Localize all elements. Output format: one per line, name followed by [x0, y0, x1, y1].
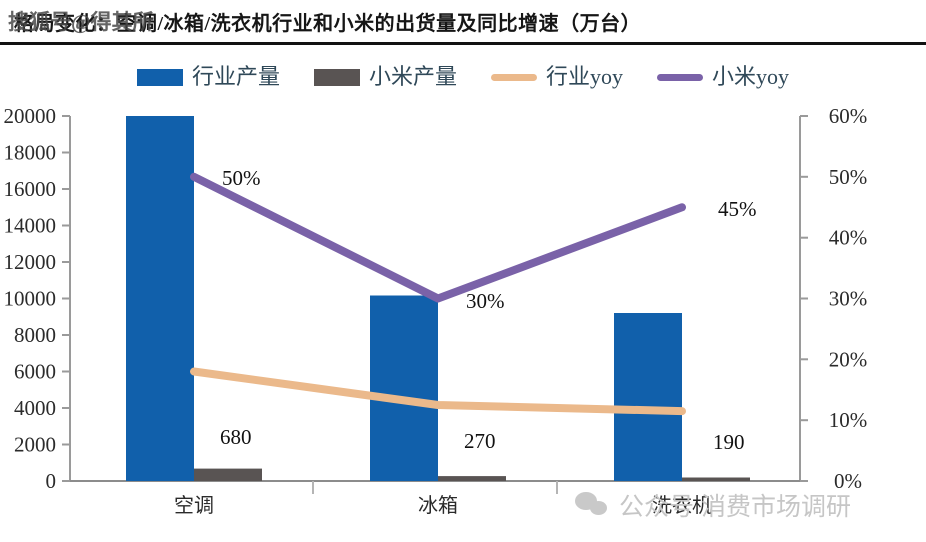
title-divider — [0, 42, 926, 45]
category-separators — [312, 481, 558, 494]
category-label: 洗衣机 — [652, 494, 712, 517]
legend-item-industry-output[interactable]: 行业产量 — [136, 64, 280, 89]
data-label-xiaomi-output: 270 — [464, 429, 496, 453]
left-tick-label: 2000 — [14, 433, 56, 457]
left-axis-ticks — [62, 115, 70, 482]
right-axis-ticks — [800, 115, 808, 482]
right-axis-labels: 60% 50% 40% 30% 20% 10% 0% — [829, 104, 868, 493]
bar-industry-冰箱[interactable] — [370, 295, 438, 482]
title-band: 格局变化：空调/冰箱/洗衣机行业和小米的出货量及同比增速（万台） 搜狐号@得其所 — [0, 0, 926, 45]
series-industry-yoy-line[interactable] — [190, 367, 686, 416]
legend-swatch-line-icon — [491, 73, 537, 81]
bar-xiaomi-冰箱[interactable] — [438, 476, 506, 481]
right-tick-label: 30% — [829, 287, 868, 311]
bar-industry-空调[interactable] — [126, 116, 194, 481]
left-tick-label: 0 — [46, 469, 57, 493]
right-tick-label: 0% — [834, 469, 862, 493]
legend-label: 行业yoy — [546, 64, 624, 89]
series-xiaomi-output-bars — [194, 468, 750, 482]
left-tick-label: 8000 — [14, 323, 56, 347]
right-tick-label: 50% — [829, 165, 868, 189]
category-label: 空调 — [174, 494, 214, 517]
xiaomi-yoy-data-labels: 50% 30% 45% — [222, 166, 757, 313]
right-tick-label: 40% — [829, 226, 868, 250]
legend-item-xiaomi-output[interactable]: 小米产量 — [313, 64, 457, 89]
category-label: 冰箱 — [418, 494, 458, 517]
left-tick-label: 16000 — [4, 177, 57, 201]
legend-item-xiaomi-yoy[interactable]: 小米yoy — [657, 66, 789, 88]
data-label-xiaomi-yoy: 50% — [222, 166, 261, 190]
series-industry-output-bars — [126, 116, 682, 481]
data-label-xiaomi-output: 190 — [713, 430, 745, 454]
left-tick-label: 10000 — [4, 287, 57, 311]
left-tick-label: 4000 — [14, 396, 56, 420]
plot-area: 20000 18000 16000 14000 12000 10000 8000… — [0, 96, 926, 542]
xiaomi-output-data-labels: 680 270 190 — [220, 425, 745, 454]
data-label-xiaomi-yoy: 30% — [466, 289, 505, 313]
data-label-xiaomi-output: 680 — [220, 425, 252, 449]
legend-label: 行业产量 — [191, 64, 280, 89]
bar-industry-洗衣机[interactable] — [614, 313, 682, 481]
page-title: 格局变化：空调/冰箱/洗衣机行业和小米的出货量及同比增速（万台） — [14, 13, 642, 35]
series-xiaomi-yoy-line[interactable] — [190, 172, 686, 303]
left-tick-label: 12000 — [4, 250, 57, 274]
bar-xiaomi-空调[interactable] — [194, 468, 262, 481]
left-axis-labels: 20000 18000 16000 14000 12000 10000 8000… — [4, 104, 57, 493]
data-label-xiaomi-yoy: 45% — [718, 197, 757, 221]
legend-label: 小米产量 — [368, 64, 457, 89]
legend-swatch-bar-icon — [313, 68, 360, 86]
right-tick-label: 20% — [829, 347, 868, 371]
legend-swatch-line-icon — [657, 73, 704, 81]
left-tick-label: 6000 — [14, 360, 56, 384]
chart-canvas: 20000 18000 16000 14000 12000 10000 8000… — [4, 104, 868, 517]
legend-label: 小米yoy — [712, 64, 790, 89]
left-tick-label: 20000 — [4, 104, 57, 128]
x-axis-category-labels: 空调 冰箱 洗衣机 — [174, 494, 712, 517]
right-tick-label: 10% — [829, 408, 868, 432]
right-tick-label: 60% — [829, 104, 868, 128]
left-tick-label: 14000 — [4, 214, 57, 238]
legend-item-industry-yoy[interactable]: 行业yoy — [491, 66, 623, 88]
legend-swatch-bar-icon — [136, 68, 183, 86]
left-tick-label: 18000 — [4, 141, 57, 165]
top-watermark: 搜狐号@得其所 — [8, 10, 154, 34]
chart-legend: 行业产量 小米产量 行业yoy 小米yoy — [0, 58, 926, 96]
bar-xiaomi-洗衣机[interactable] — [682, 477, 750, 482]
